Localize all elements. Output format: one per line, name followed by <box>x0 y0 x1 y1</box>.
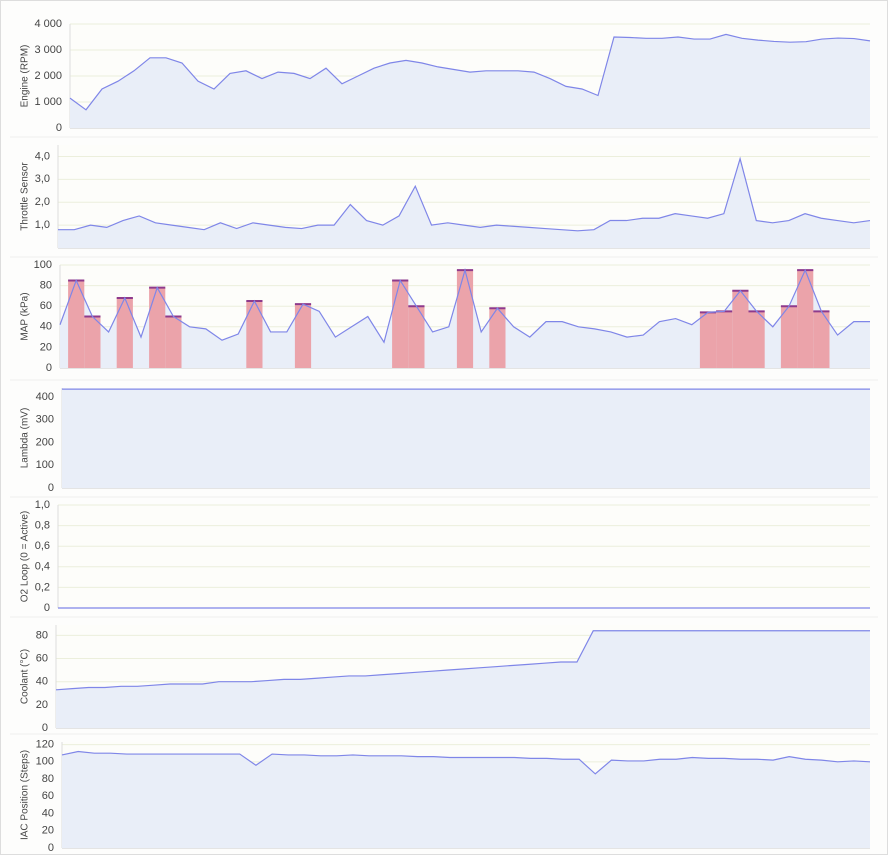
highlight-bar <box>716 311 733 368</box>
y-axis-label: O2 Loop (0 = Active) <box>20 511 31 602</box>
y-tick-label: 100 <box>34 259 52 271</box>
highlight-bar <box>797 270 814 368</box>
highlight-bar <box>489 308 506 368</box>
highlight-bar <box>748 311 765 368</box>
highlight-bar <box>165 316 182 368</box>
area <box>62 389 870 488</box>
area <box>62 751 870 848</box>
y-tick-label: 0,4 <box>35 561 50 573</box>
y-tick-label: 300 <box>36 414 54 426</box>
y-tick-label: 4 000 <box>34 18 62 30</box>
y-tick-label: 400 <box>36 391 54 403</box>
highlight-bar <box>408 306 425 368</box>
highlight-bar <box>699 312 717 368</box>
y-tick-label: 40 <box>36 676 48 688</box>
y-axis-label: Lambda (mV) <box>20 408 31 469</box>
y-tick-label: 1,0 <box>35 499 50 511</box>
line <box>59 267 870 344</box>
y-tick-label: 0,8 <box>35 520 50 532</box>
y-tick-label: 0,2 <box>35 581 50 593</box>
y-tick-label: 0 <box>48 482 54 494</box>
y-tick-label: 3 000 <box>34 44 62 56</box>
y-axis-label: Throttle Sensor <box>20 162 31 231</box>
y-tick-label: 100 <box>36 756 54 768</box>
highlight-bar <box>392 280 409 368</box>
highlight-bar <box>456 270 474 368</box>
y-tick-label: 20 <box>42 825 54 837</box>
y-tick-label: 1 000 <box>34 96 62 108</box>
y-tick-label: 2,0 <box>35 196 50 208</box>
highlight-bar <box>813 311 830 368</box>
y-tick-label: 0,6 <box>35 540 50 552</box>
y-tick-label: 80 <box>36 629 48 641</box>
y-axis-label: MAP (kPa) <box>20 292 31 340</box>
y-tick-label: 0 <box>46 362 52 374</box>
y-tick-label: 40 <box>40 321 52 333</box>
plot-area <box>58 505 870 608</box>
y-tick-label: 60 <box>36 652 48 664</box>
highlight-bar <box>149 287 166 368</box>
y-tick-label: 120 <box>36 738 54 750</box>
line <box>61 750 871 775</box>
y-tick-label: 100 <box>36 459 54 471</box>
y-tick-label: 80 <box>42 773 54 785</box>
y-tick-label: 0 <box>42 722 48 734</box>
y-tick-label: 60 <box>40 300 52 312</box>
y-tick-label: 1,0 <box>35 219 50 231</box>
highlight-bar <box>116 297 133 368</box>
highlight-bar <box>732 290 749 368</box>
y-axis-label: Engine (RPM) <box>20 45 31 108</box>
highlight-bar <box>84 316 101 368</box>
line <box>69 33 871 111</box>
y-tick-label: 0 <box>44 602 50 614</box>
y-tick-label: 0 <box>56 122 62 134</box>
y-tick-label: 60 <box>42 790 54 802</box>
y-tick-label: 4,0 <box>35 150 50 162</box>
highlight-bar <box>246 301 263 368</box>
y-tick-label: 40 <box>42 807 54 819</box>
y-tick-label: 20 <box>36 699 48 711</box>
y-axis-label: Coolant (°C) <box>20 649 31 704</box>
y-tick-label: 200 <box>36 436 54 448</box>
line <box>55 630 870 691</box>
y-axis-label: IAC Position (Steps) <box>20 750 31 840</box>
y-tick-label: 0 <box>48 842 54 854</box>
highlight-bar <box>780 306 798 368</box>
line <box>58 156 871 232</box>
area <box>58 158 870 248</box>
y-tick-label: 3,0 <box>35 173 50 185</box>
y-tick-label: 2 000 <box>34 70 62 82</box>
y-tick-label: 80 <box>40 280 52 292</box>
area <box>56 630 870 728</box>
highlight-bar <box>68 280 85 368</box>
area <box>70 34 870 128</box>
highlight-bar <box>294 304 312 368</box>
y-tick-label: 20 <box>40 341 52 353</box>
